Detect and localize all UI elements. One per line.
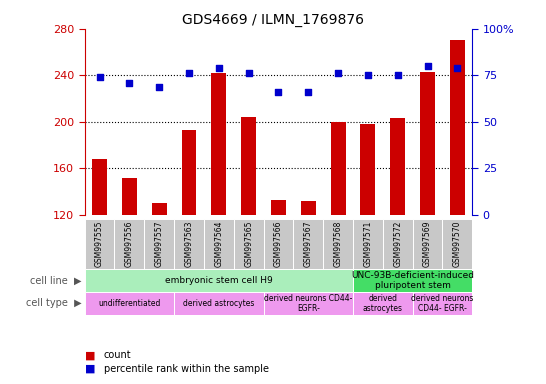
Text: GSM997564: GSM997564 (215, 220, 223, 267)
Text: cell type  ▶: cell type ▶ (26, 298, 82, 308)
Text: GSM997563: GSM997563 (185, 220, 193, 267)
Bar (360, 124, 376, 215)
Text: GSM997557: GSM997557 (155, 220, 164, 267)
Point (244, 70, 253, 76)
Point (155, 83, 164, 89)
Point (185, 70, 193, 76)
Text: GSM997567: GSM997567 (304, 220, 313, 267)
Bar (293, 219, 323, 269)
Bar (413, 219, 442, 269)
Point (125, 80, 134, 86)
Bar (413, 292, 472, 315)
Bar (271, 200, 286, 215)
Text: derived astrocytes: derived astrocytes (183, 299, 254, 308)
Bar (174, 292, 264, 315)
Bar (442, 219, 472, 269)
Bar (241, 117, 256, 215)
Bar (450, 40, 465, 215)
Bar (152, 204, 167, 215)
Text: ■: ■ (85, 350, 95, 360)
Point (274, 89, 283, 95)
Bar (204, 219, 234, 269)
Bar (353, 292, 413, 315)
Point (423, 63, 432, 69)
Bar (211, 73, 226, 215)
Text: GSM997555: GSM997555 (95, 220, 104, 267)
Bar (301, 201, 316, 215)
Text: undifferentiated: undifferentiated (98, 299, 161, 308)
Text: GSM997570: GSM997570 (453, 220, 462, 267)
Text: GSM997565: GSM997565 (244, 220, 253, 267)
Bar (323, 219, 353, 269)
Point (215, 65, 223, 71)
Bar (144, 219, 174, 269)
Text: ■: ■ (85, 364, 95, 374)
Text: derived
astrocytes: derived astrocytes (363, 294, 403, 313)
Text: embryonic stem cell H9: embryonic stem cell H9 (165, 276, 272, 285)
Bar (122, 178, 137, 215)
Text: GSM997571: GSM997571 (364, 221, 372, 267)
Bar (181, 130, 197, 215)
Point (334, 70, 342, 76)
Bar (234, 219, 264, 269)
Bar (85, 269, 353, 292)
Bar (264, 292, 353, 315)
Point (304, 89, 313, 95)
Text: GSM997556: GSM997556 (125, 220, 134, 267)
Bar (353, 269, 472, 292)
Text: GSM997566: GSM997566 (274, 220, 283, 267)
Text: GSM997569: GSM997569 (423, 220, 432, 267)
Text: cell line  ▶: cell line ▶ (31, 275, 82, 285)
Point (393, 72, 402, 78)
Bar (383, 219, 413, 269)
Text: GSM997572: GSM997572 (393, 221, 402, 267)
Bar (420, 72, 435, 215)
Text: UNC-93B-deficient-induced
pluripotent stem: UNC-93B-deficient-induced pluripotent st… (351, 271, 474, 290)
Point (453, 65, 462, 71)
Text: GSM997568: GSM997568 (334, 221, 342, 267)
Bar (390, 118, 405, 215)
Text: derived neurons CD44-
EGFR-: derived neurons CD44- EGFR- (264, 294, 353, 313)
Bar (264, 219, 293, 269)
Point (364, 72, 372, 78)
Bar (85, 219, 115, 269)
Bar (115, 219, 144, 269)
Bar (331, 122, 346, 215)
Text: percentile rank within the sample: percentile rank within the sample (104, 364, 269, 374)
Point (95, 74, 104, 80)
Bar (353, 219, 383, 269)
Text: GDS4669 / ILMN_1769876: GDS4669 / ILMN_1769876 (182, 13, 364, 27)
Text: derived neurons
CD44- EGFR-: derived neurons CD44- EGFR- (411, 294, 474, 313)
Bar (92, 159, 107, 215)
Text: count: count (104, 350, 132, 360)
Bar (85, 292, 174, 315)
Bar (174, 219, 204, 269)
